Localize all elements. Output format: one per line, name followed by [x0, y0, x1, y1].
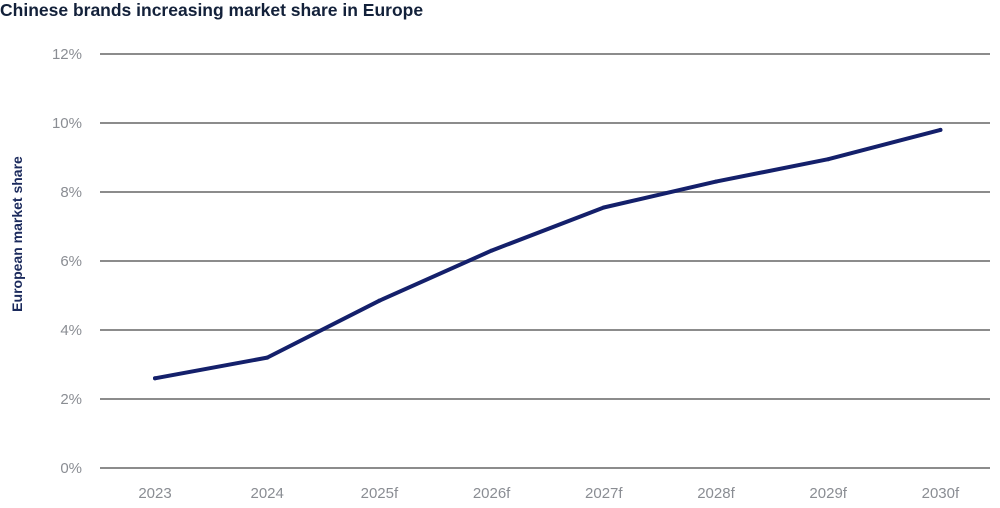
y-axis-ticks: 0% 2% 4% 6% 8% 10% 12%: [52, 46, 82, 477]
x-tick-label: 2025f: [361, 485, 399, 502]
gridlines: [100, 53, 990, 469]
data-point: [826, 157, 831, 162]
data-point: [265, 355, 270, 360]
x-tick-label: 2023: [138, 485, 171, 502]
y-axis-label: European market share: [9, 156, 25, 312]
y-tick-label: 10%: [52, 115, 82, 132]
chart-title: Chinese brands increasing market share i…: [0, 0, 424, 20]
data-point: [938, 127, 943, 132]
x-tick-label: 2024: [251, 485, 284, 502]
x-tick-label: 2030f: [922, 485, 960, 502]
x-tick-label: 2029f: [809, 485, 847, 502]
x-tick-label: 2027f: [585, 485, 623, 502]
y-tick-label: 8%: [60, 184, 82, 201]
data-point: [377, 298, 382, 303]
y-tick-label: 0%: [60, 460, 82, 477]
data-points: [153, 127, 943, 381]
y-tick-label: 2%: [60, 391, 82, 408]
x-tick-label: 2028f: [697, 485, 735, 502]
data-point: [489, 248, 494, 253]
data-point: [601, 205, 606, 210]
x-tick-label: 2026f: [473, 485, 511, 502]
y-tick-label: 6%: [60, 253, 82, 270]
y-tick-label: 4%: [60, 322, 82, 339]
y-tick-label: 12%: [52, 46, 82, 63]
series-line: [153, 127, 943, 381]
x-axis-ticks: 2023 2024 2025f 2026f 2027f 2028f 2029f 2030f: [138, 485, 960, 502]
data-point: [714, 179, 718, 184]
data-point: [153, 376, 157, 381]
